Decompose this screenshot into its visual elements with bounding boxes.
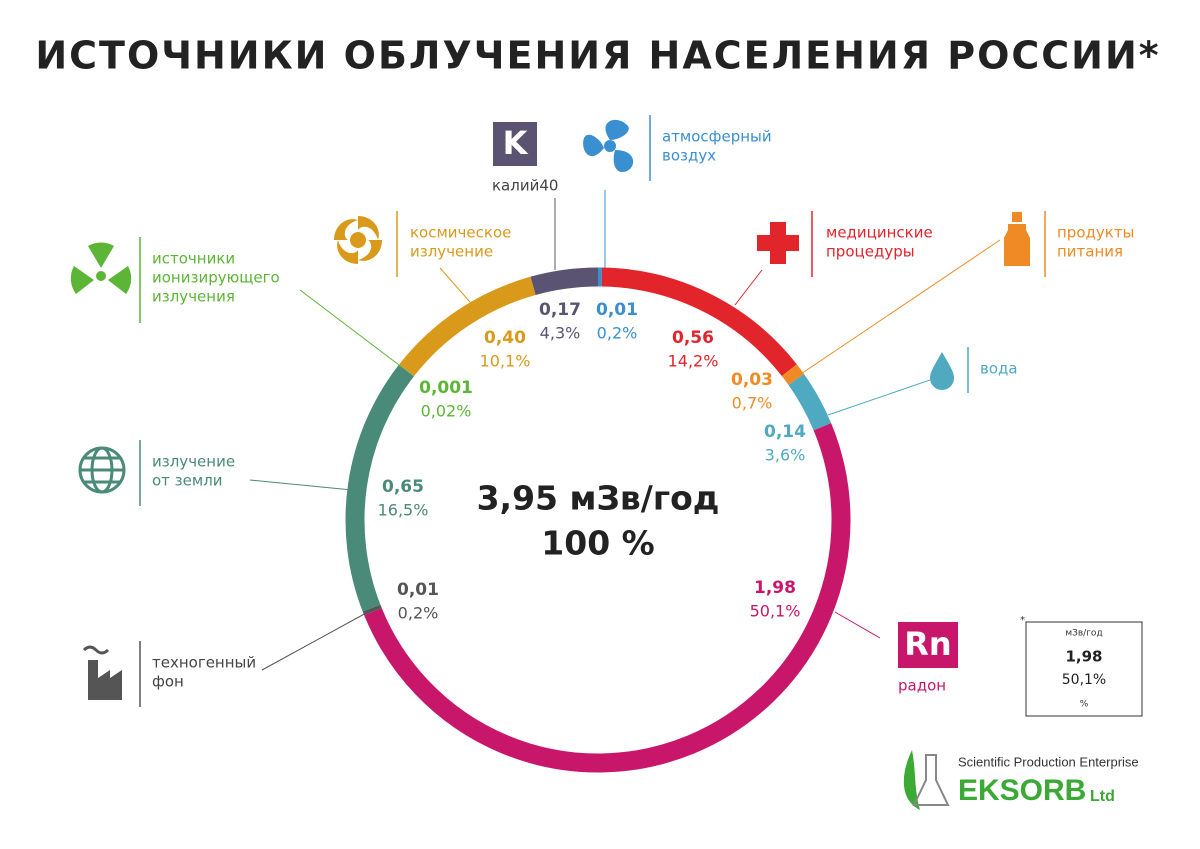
bottle-icon	[1004, 212, 1030, 266]
category-name: радон	[898, 677, 946, 695]
legend-note: *	[1020, 615, 1025, 626]
legend-percent: 50,1%	[1062, 672, 1106, 688]
donut-segment	[399, 276, 536, 377]
category-name: калий40	[492, 177, 558, 195]
donut-segment	[345, 364, 414, 612]
category-name: медицинские	[826, 224, 933, 242]
total-percent: 100 %	[541, 524, 654, 563]
legend-unit: мЗв/год	[1065, 629, 1102, 639]
percent-label: 0,02%	[421, 402, 472, 421]
logo-name: EKSORB	[958, 774, 1086, 807]
title: ИСТОЧНИКИ ОБЛУЧЕНИЯ НАСЕЛЕНИЯ РОССИИ*	[35, 34, 1160, 78]
leader-line	[261, 611, 369, 671]
donut-segment	[530, 267, 599, 296]
leader-line	[827, 379, 931, 416]
category-name: ионизирующего	[152, 269, 280, 287]
potassium-symbol: K	[503, 124, 529, 162]
globe-icon	[78, 446, 126, 494]
donut-segment	[601, 267, 797, 377]
category-name: излучения	[152, 288, 235, 306]
logo-suffix: Ltd	[1090, 788, 1115, 805]
value-label: 1,98	[754, 578, 796, 598]
percent-label: 4,3%	[540, 324, 581, 343]
leader-line	[734, 269, 763, 306]
leader-line	[794, 239, 1001, 379]
donut-segment	[781, 364, 804, 386]
category-name: фон	[152, 673, 184, 691]
leader-line	[249, 479, 353, 491]
value-label: 0,001	[419, 378, 473, 398]
value-label: 0,01	[596, 300, 638, 320]
logo-tagline: Scientific Production Enterprise	[958, 754, 1139, 769]
percent-label: 14,2%	[668, 352, 719, 371]
category-name: излучение	[152, 453, 235, 471]
percent-label: 0,7%	[732, 394, 773, 413]
legend-value: 1,98	[1065, 648, 1102, 666]
percent-label: 0,2%	[597, 324, 638, 343]
category-name: излучение	[410, 243, 493, 261]
category-name: питания	[1057, 243, 1123, 261]
logo-flask	[912, 754, 950, 806]
percent-label: 50,1%	[750, 602, 801, 621]
category-name: вода	[980, 360, 1018, 378]
percent-label: 3,6%	[765, 446, 806, 465]
cosmic-icon	[334, 216, 382, 264]
category-name: техногенный	[152, 654, 256, 672]
logo-leaf	[903, 750, 920, 810]
fan-icon	[583, 119, 634, 172]
leader-line	[439, 267, 471, 303]
value-label: 0,03	[731, 370, 773, 390]
value-label: 0,56	[672, 328, 714, 348]
category-name: процедуры	[826, 243, 915, 261]
percent-label: 10,1%	[480, 352, 531, 371]
category-name: источники	[152, 250, 235, 268]
percent-label: 16,5%	[378, 501, 429, 520]
category-name: воздух	[662, 147, 716, 165]
value-label: 0,17	[539, 300, 581, 320]
category-name: от земли	[152, 472, 223, 490]
potassium-badge	[493, 122, 537, 166]
drop-icon	[930, 352, 954, 390]
value-label: 0,65	[382, 477, 424, 497]
factory-icon	[82, 645, 122, 700]
category-name: продукты	[1057, 224, 1134, 242]
legend-percent-unit: %	[1080, 700, 1089, 710]
legend-box	[1025, 621, 1143, 717]
radon-badge	[898, 622, 958, 668]
value-label: 0,40	[484, 328, 526, 348]
value-label: 0,14	[764, 422, 806, 442]
percent-label: 0,2%	[398, 604, 439, 623]
donut-segment	[788, 373, 832, 431]
donut-segment	[362, 604, 382, 616]
total-label: 3,95 мЗв/год	[477, 479, 720, 518]
leader-line	[299, 289, 404, 369]
category-name: космическое	[410, 224, 511, 242]
donut-segment	[364, 423, 851, 773]
value-label: 0,01	[397, 580, 439, 600]
radiation-icon	[70, 242, 132, 294]
category-name: атмосферный	[662, 128, 772, 146]
cross-icon	[757, 222, 799, 264]
radon-symbol: Rn	[904, 625, 951, 663]
leader-line	[834, 611, 881, 639]
